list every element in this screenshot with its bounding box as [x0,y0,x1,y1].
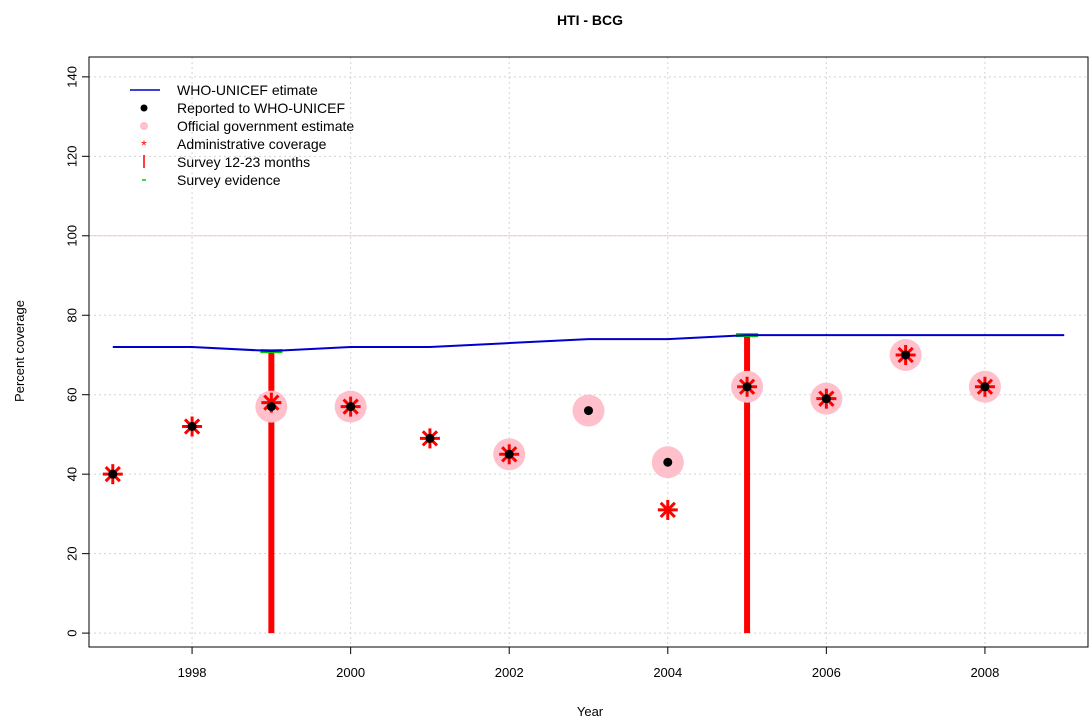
legend-key-point [140,104,148,112]
y-axis-label: Percent coverage [12,300,27,402]
legend-key-star: * [141,137,147,153]
who-unicef-line [112,334,1065,353]
legend: WHO-UNICEF etimate Reported to WHO-UNICEF… [130,82,354,188]
reported-point [584,406,593,416]
y-tick-label: 20 [65,546,80,560]
x-tick-label: 1998 [178,665,207,680]
reported-point [980,382,990,392]
chart-title: HTI - BCG [557,12,623,28]
x-axis-label: Year [577,704,604,719]
y-tick-label: 60 [65,387,80,401]
reported-point [266,402,276,412]
plot-area [102,333,1065,634]
y-tick-label: 80 [65,308,80,322]
legend-label: Official government estimate [177,118,354,134]
reported-point [821,394,831,404]
reported-point [504,449,514,459]
reported-point [742,382,752,392]
legend-label: Survey 12-23 months [177,154,310,170]
x-tick-label: 2004 [653,665,682,680]
x-tick-label: 2006 [812,665,841,680]
y-tick-label: 120 [65,145,80,167]
y-tick-label: 140 [65,66,80,88]
plot-frame [88,56,1089,648]
x-tick-label: 2002 [495,665,524,680]
legend-key-point [140,122,148,130]
reported-point [346,402,356,412]
x-tick-label: 2008 [970,665,999,680]
legend-label: Administrative coverage [177,136,327,152]
reported-point [663,457,673,467]
administrative-coverage-point [657,499,678,520]
y-tick-label: 100 [65,225,80,247]
legend-label: Survey evidence [177,172,281,188]
reported-point [901,350,911,360]
reported-point [108,469,118,479]
y-tick-label: 0 [65,629,80,636]
legend-label: WHO-UNICEF etimate [177,82,318,98]
axes: 1998 2000 2002 2004 2006 2008 0 20 40 60 80 100 120 1… [65,66,1000,680]
x-tick-label: 2000 [336,665,365,680]
reported-point [187,421,197,431]
y-tick-label: 40 [65,467,80,481]
legend-label: Reported to WHO-UNICEF [177,100,345,116]
reported-point [425,433,435,443]
